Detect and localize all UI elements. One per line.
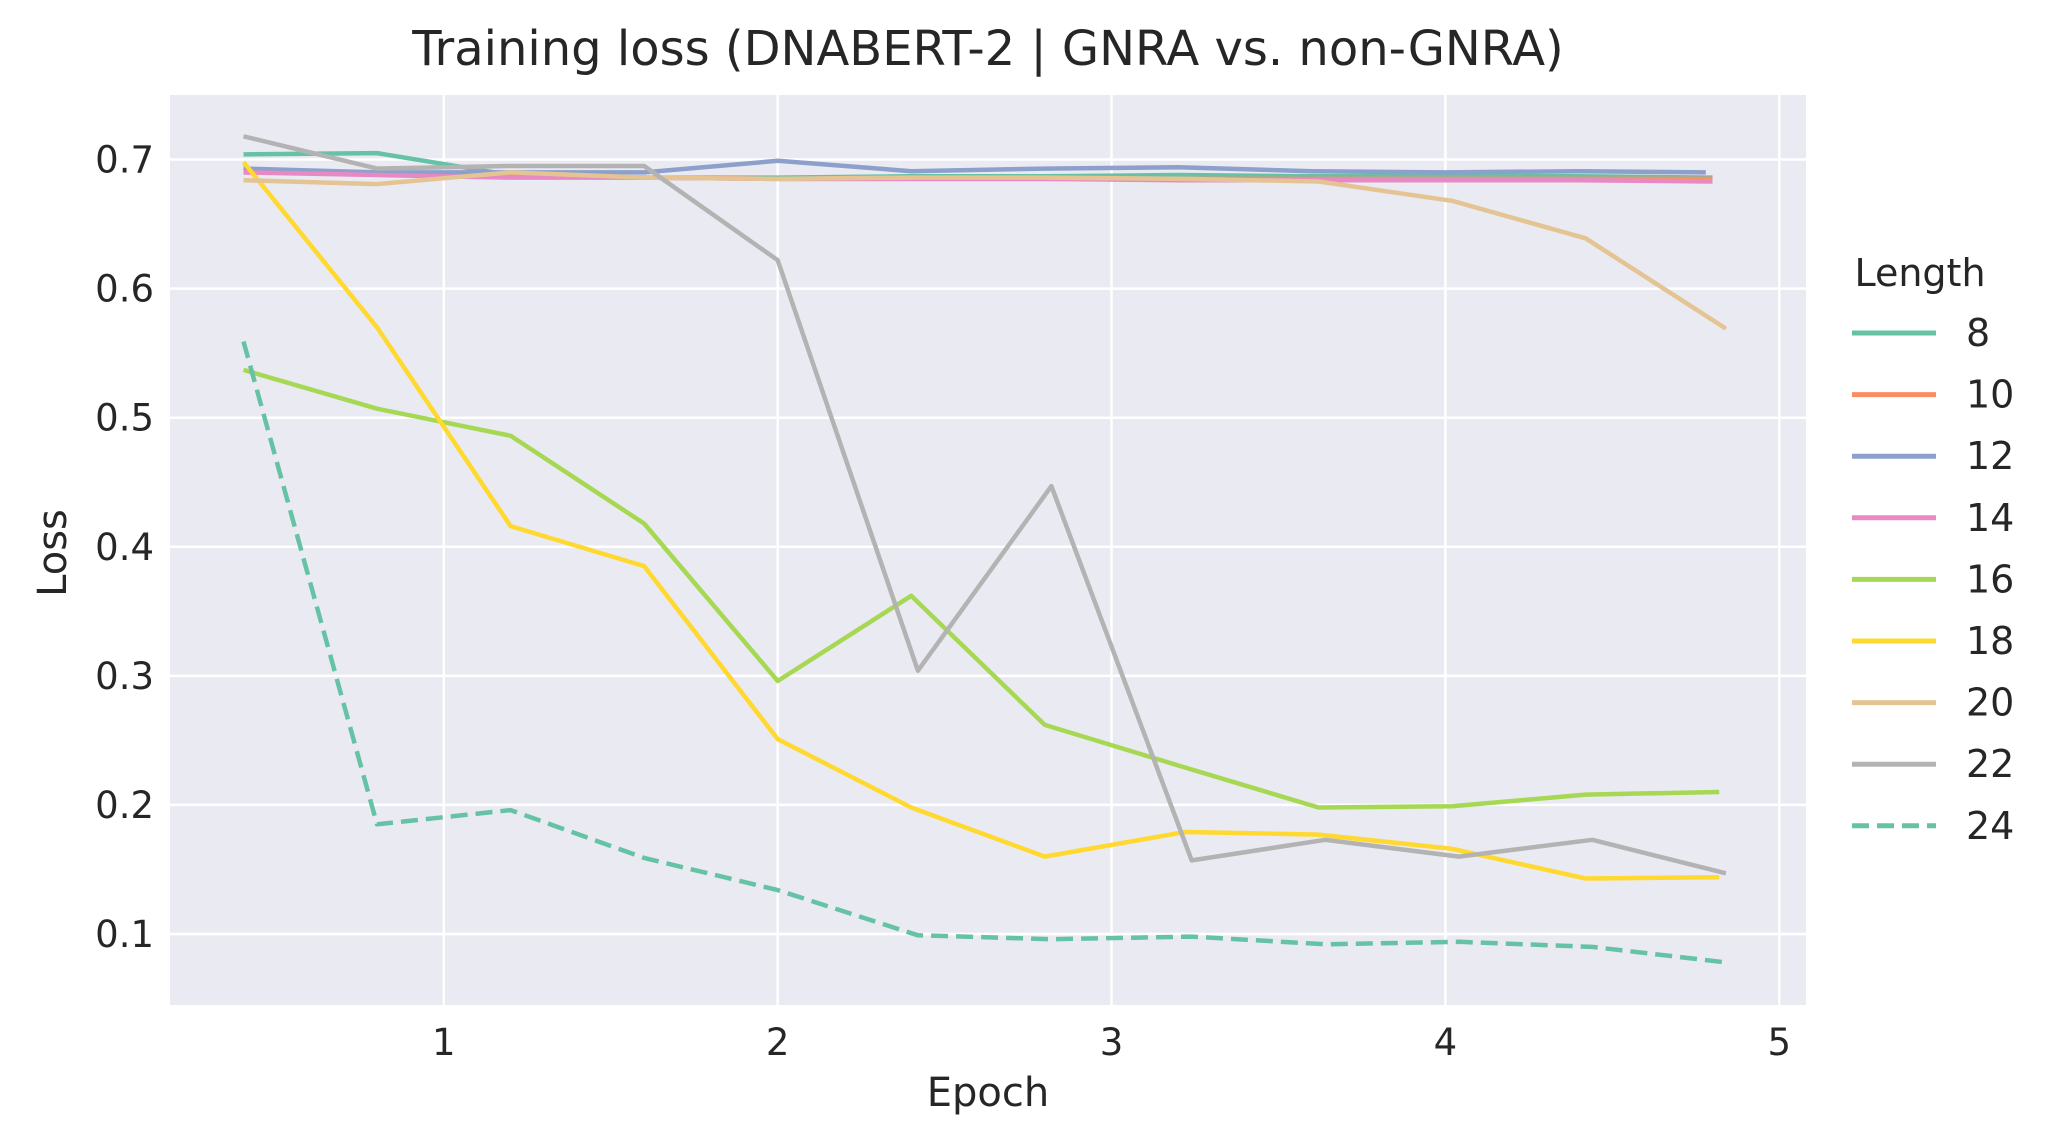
series-line-24 — [241, 340, 1727, 965]
series-line-22 — [242, 134, 1727, 876]
x-tick-label: 5 — [1768, 1021, 1792, 1064]
legend-item-14: 14 — [1852, 496, 2014, 540]
x-tick-label: 2 — [766, 1021, 790, 1064]
y-tick-label: 0.7 — [95, 139, 154, 182]
legend-item-16: 16 — [1852, 557, 2014, 601]
y-tick-label: 0.5 — [95, 397, 154, 440]
x-axis-label: Epoch — [927, 1070, 1049, 1116]
chart-title: Training loss (DNABERT-2 | GNRA vs. non-… — [411, 21, 1564, 77]
y-tick-label: 0.4 — [95, 526, 154, 569]
legend-label: 14 — [1966, 496, 2014, 540]
x-tick-label: 4 — [1434, 1021, 1458, 1064]
x-tick-label: 1 — [432, 1021, 456, 1064]
tick-labels: 1 2 3 4 5 0.1 0.2 0.3 0.4 0.5 0.6 0.7 — [95, 139, 1791, 1064]
legend-label: 18 — [1966, 619, 2014, 663]
y-axis-label: Loss — [30, 509, 76, 597]
series-line-20 — [243, 170, 1728, 331]
legend-label: 10 — [1966, 373, 2014, 417]
legend-label: 22 — [1966, 742, 2014, 786]
legend-label: 12 — [1966, 434, 2014, 478]
legend-label: 8 — [1966, 311, 1990, 355]
y-tick-label: 0.3 — [95, 655, 154, 698]
legend-item-22: 22 — [1852, 742, 2014, 786]
x-tick-label: 3 — [1100, 1021, 1124, 1064]
legend: Length 8 10 12 14 16 18 20 22 24 — [1852, 251, 2014, 848]
legend-item-8: 8 — [1852, 311, 1990, 355]
legend-label: 24 — [1966, 804, 2014, 848]
legend-label: 16 — [1966, 557, 2014, 601]
legend-item-24: 24 — [1852, 804, 2014, 848]
y-tick-label: 0.6 — [95, 268, 154, 311]
legend-item-12: 12 — [1852, 434, 2014, 478]
legend-label: 20 — [1966, 681, 2014, 725]
legend-item-10: 10 — [1852, 373, 2014, 417]
series-line-16 — [242, 367, 1720, 810]
grid-lines — [170, 95, 1806, 1005]
y-tick-label: 0.2 — [95, 784, 154, 827]
legend-item-20: 20 — [1852, 681, 2014, 725]
legend-item-18: 18 — [1852, 619, 2014, 663]
series-lines — [241, 134, 1728, 965]
y-tick-label: 0.1 — [95, 913, 154, 956]
legend-title: Length — [1854, 251, 1985, 295]
legend-items: 8 10 12 14 16 18 20 22 24 — [1852, 311, 2014, 848]
